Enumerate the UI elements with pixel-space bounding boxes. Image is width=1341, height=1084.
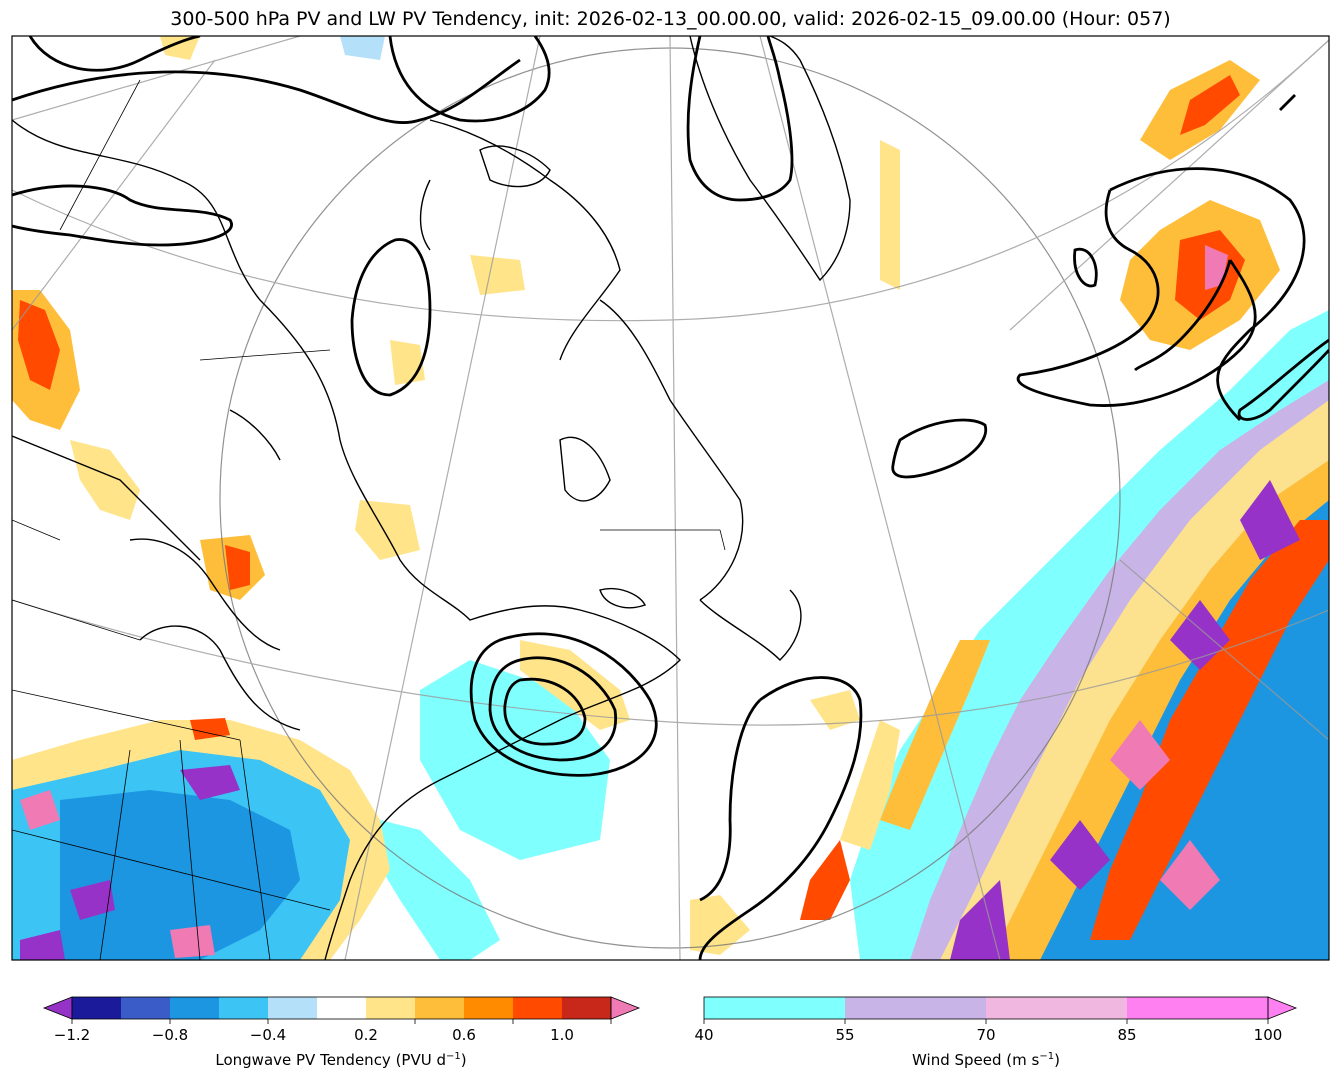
- cb-left-swatch: [366, 997, 416, 1019]
- cb-left-over: [610, 996, 641, 1020]
- cb-left-tick-4: 0.6: [452, 1026, 476, 1044]
- cb-right-over: [1267, 996, 1298, 1020]
- colorbar-wind-speed: [703, 996, 1298, 1024]
- colorbar-right-label: Wind Speed (m s−1): [912, 1051, 1060, 1069]
- cb-left-tick-1: −0.8: [151, 1026, 189, 1044]
- cb-right-swatch: [986, 997, 1128, 1019]
- borders: [12, 79, 726, 960]
- cb-right-tick-3: 85: [1117, 1026, 1137, 1044]
- cb-left-tick-3: 0.2: [354, 1026, 378, 1044]
- cb-left-swatch: [562, 997, 612, 1019]
- cb-left-swatch: [415, 997, 465, 1019]
- pv-tendency-field: [12, 36, 1329, 960]
- cb-right-swatch: [845, 997, 987, 1019]
- cb-left-swatch: [121, 997, 171, 1019]
- map-title: 300-500 hPa PV and LW PV Tendency, init:…: [170, 8, 1171, 30]
- cb-left-tick-2: −0.4: [249, 1026, 287, 1044]
- cb-right-tick-1: 55: [835, 1026, 855, 1044]
- cb-left-swatch: [317, 997, 367, 1019]
- cb-right-tick-0: 40: [694, 1026, 714, 1044]
- cb-right-tick-4: 100: [1253, 1026, 1283, 1044]
- cb-left-swatch: [72, 997, 122, 1019]
- cb-left-swatch: [170, 997, 220, 1019]
- graticule: [12, 36, 1329, 960]
- cb-right-swatch: [704, 997, 846, 1019]
- cb-left-tick-5: 1.0: [550, 1026, 574, 1044]
- cb-left-swatch: [464, 997, 514, 1019]
- cb-left-swatch: [219, 997, 269, 1019]
- cb-right-swatch: [1127, 997, 1269, 1019]
- cb-left-under: [42, 996, 73, 1020]
- cb-left-swatch: [268, 997, 318, 1019]
- cb-left-swatch: [513, 997, 563, 1019]
- pv-contours: [12, 36, 1329, 960]
- cb-right-tick-2: 70: [976, 1026, 996, 1044]
- coastlines: [12, 36, 851, 960]
- colorbar-left-label: Longwave PV Tendency (PVU d−1): [215, 1051, 467, 1069]
- cb-left-tick-0: −1.2: [53, 1026, 91, 1044]
- colorbar-longwave-pv-tendency: [42, 996, 641, 1024]
